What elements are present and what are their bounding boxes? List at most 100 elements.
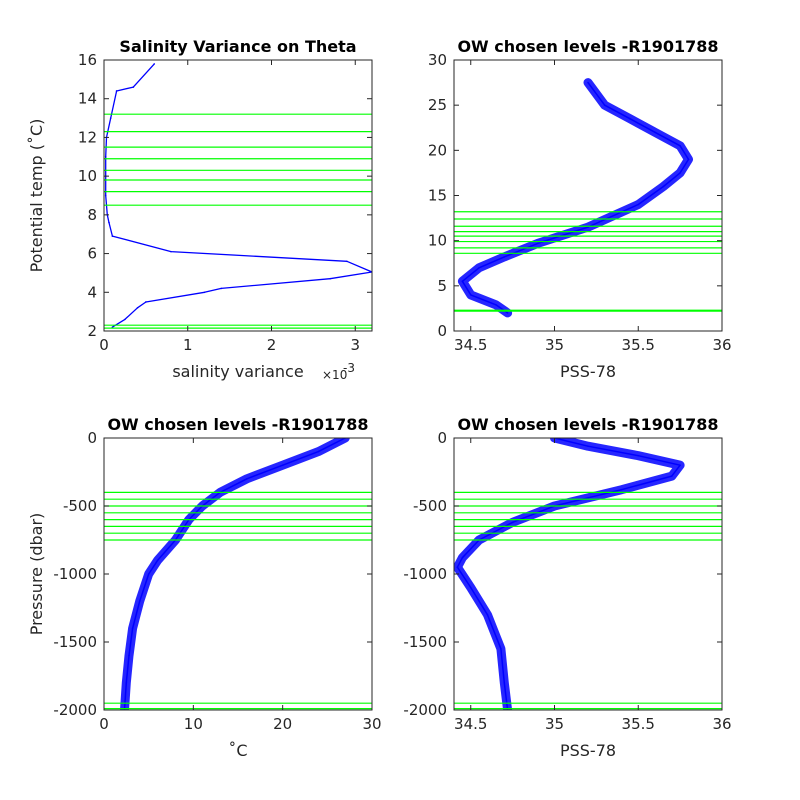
data-point [495, 304, 497, 306]
axis-frame [103, 59, 373, 332]
data-point [687, 158, 690, 161]
y-tick-label: 10 [428, 232, 447, 250]
x-tick-label: 2 [267, 336, 277, 354]
data-point [125, 682, 128, 684]
data-point [115, 90, 118, 92]
data-point [654, 131, 656, 134]
x-tick-label: 1 [183, 336, 193, 354]
y-tick-label: 25 [428, 96, 447, 114]
x-tick-label: 0 [99, 336, 109, 354]
y-tick-label: 0 [437, 429, 447, 447]
y-axis-label: Potential temp (˚C) [27, 119, 46, 273]
data-point [603, 104, 606, 106]
data-point [637, 203, 640, 206]
data-point [329, 277, 331, 280]
x-axis-exponent-power: -3 [343, 361, 355, 375]
x-axis-label: PSS-78 [560, 741, 616, 760]
data-point [220, 287, 223, 290]
data-point [587, 81, 589, 84]
x-tick-label: 34.5 [454, 715, 487, 733]
x-tick-label: 30 [362, 715, 381, 733]
data-point [461, 556, 464, 559]
data-point [108, 221, 110, 224]
y-tick-label: -1000 [403, 565, 447, 583]
data-point [587, 445, 589, 447]
y-tick-label: 30 [428, 51, 447, 69]
y-tick-label: 2 [87, 322, 97, 340]
y-tick-label: -500 [413, 497, 447, 515]
x-tick-label: 36 [712, 336, 731, 354]
chart-title: OW chosen levels -R1901788 [457, 37, 718, 56]
data-layer [457, 78, 693, 318]
data-point [156, 559, 159, 562]
data-point [147, 573, 150, 575]
panel-temperature-vs-pressure: 0 10 20 30 -2000 -1500 -1000 -500 0 OW chosen lev… [27, 415, 382, 760]
data-point [637, 454, 640, 457]
data-point [500, 648, 502, 650]
y-tick-label: 8 [87, 206, 97, 224]
data-point [679, 172, 681, 174]
data-point [662, 185, 665, 188]
chart-title: Salinity Variance on Theta [119, 37, 356, 56]
plot-area [104, 60, 372, 331]
x-axis-label: ˚C [228, 741, 247, 760]
data-point [486, 614, 489, 616]
data-point [456, 566, 459, 568]
y-tick-label: -2000 [403, 701, 447, 719]
y-tick-label: 12 [78, 128, 97, 146]
chart-title: OW chosen levels -R1901788 [457, 415, 718, 434]
y-tick-label: 20 [428, 141, 447, 159]
x-tick-label: 35 [545, 715, 564, 733]
x-tick-label: 0 [99, 715, 109, 733]
data-point [170, 250, 172, 253]
data-point [506, 312, 509, 314]
y-tick-label: -1500 [53, 633, 97, 651]
y-tick-label: -2000 [53, 701, 97, 719]
x-tick-label: 20 [273, 715, 292, 733]
y-tick-label: 0 [437, 322, 447, 340]
data-point [317, 450, 320, 453]
data-point [153, 63, 156, 65]
x-axis-label: salinity variance [172, 362, 303, 381]
data-point [138, 600, 141, 602]
data-point [536, 242, 539, 245]
data-point [131, 627, 134, 630]
x-tick-label: 10 [184, 715, 203, 733]
data-point [109, 117, 112, 119]
y-tick-label: 4 [87, 283, 97, 301]
y-tick-label: 16 [78, 51, 97, 69]
data-point [679, 464, 681, 467]
plot-area [454, 438, 722, 710]
data-point [346, 260, 348, 263]
x-tick-label: 35.5 [622, 336, 655, 354]
data-point [670, 475, 673, 477]
x-axis-label: PSS-78 [560, 362, 616, 381]
chart-title: OW chosen levels -R1901788 [107, 415, 368, 434]
panel-salinity-vs-pressure: 34.5 35 35.5 36 -2000 -1500 -1000 -500 0 OW chose… [403, 415, 731, 760]
data-point [111, 235, 114, 237]
x-tick-label: 36 [712, 715, 731, 733]
data-point [246, 478, 248, 480]
y-tick-label: 0 [87, 429, 97, 447]
data-point [629, 117, 631, 120]
data-point [503, 682, 506, 684]
x-tick-label: 35.5 [622, 715, 655, 733]
data-point [469, 294, 472, 296]
data-point [128, 654, 130, 657]
data-point [132, 86, 135, 88]
data-point [203, 291, 206, 294]
y-tick-label: 14 [78, 90, 97, 108]
data-point [503, 256, 506, 258]
data-point [679, 145, 681, 147]
y-tick-label: 15 [428, 187, 447, 205]
data-point [104, 155, 107, 158]
y-tick-label: -500 [63, 497, 97, 515]
y-tick-label: -1000 [53, 565, 97, 583]
data-point [281, 464, 284, 467]
profile-line [456, 438, 681, 710]
panel-salinity-vs-theta: 34.5 35 35.5 36 0 5 10 15 20 25 30 OW chosen levels… [428, 37, 732, 381]
y-tick-label: -1500 [403, 633, 447, 651]
data-point [461, 280, 464, 283]
